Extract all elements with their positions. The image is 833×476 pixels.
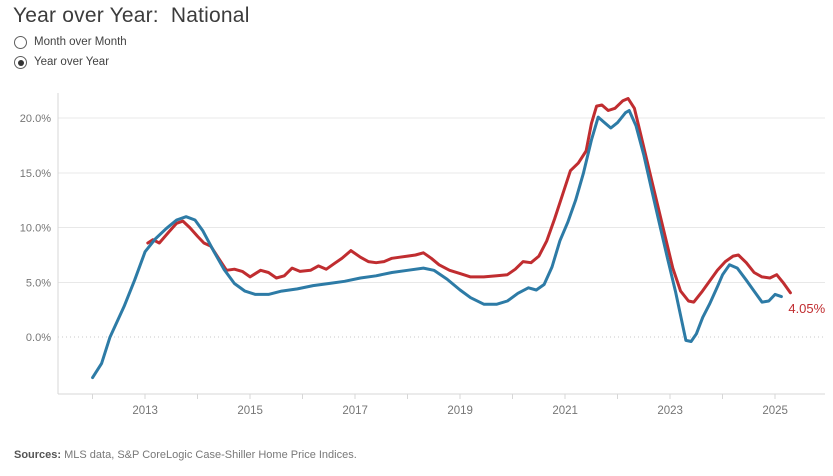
y-tick-label: 5.0% (26, 277, 51, 289)
sources-note: Sources: MLS data, S&P CoreLogic Case-Sh… (14, 449, 357, 461)
yoy-line-chart[interactable]: 0.0% 5.0% 10.0% 15.0% 20.0% 2013 2015 2017 2019 2… (0, 88, 833, 430)
page-title: Year over Year: National (13, 4, 250, 27)
series-line-red[interactable] (146, 97, 792, 304)
x-tick-label: 2013 (132, 405, 158, 417)
series-line-blue[interactable] (91, 109, 783, 380)
x-tick-label: 2023 (657, 405, 683, 417)
y-tick-label: 0.0% (26, 332, 51, 344)
x-tick-label: 2015 (237, 405, 263, 417)
last-value-label: 4.05% (788, 301, 825, 316)
radio-icon[interactable] (14, 36, 27, 49)
radio-option-month-over-month[interactable]: Month over Month (14, 36, 127, 49)
x-tick-label: 2025 (762, 405, 788, 417)
sources-label: Sources: (14, 449, 62, 461)
y-tick-label: 10.0% (20, 223, 51, 235)
metric-radio-group: Month over Month Year over Year (14, 36, 127, 69)
y-tick-label: 15.0% (20, 168, 51, 180)
x-tick-label: 2019 (447, 405, 473, 417)
radio-option-year-over-year[interactable]: Year over Year (14, 56, 127, 69)
y-tick-label: 20.0% (20, 113, 51, 125)
radio-icon[interactable] (14, 56, 27, 69)
sources-text: MLS data, S&P CoreLogic Case-Shiller Hom… (61, 449, 357, 461)
radio-option-label: Month over Month (34, 36, 127, 48)
x-tick-label: 2017 (342, 405, 368, 417)
x-tick-label: 2021 (552, 405, 578, 417)
radio-option-label: Year over Year (34, 56, 110, 68)
